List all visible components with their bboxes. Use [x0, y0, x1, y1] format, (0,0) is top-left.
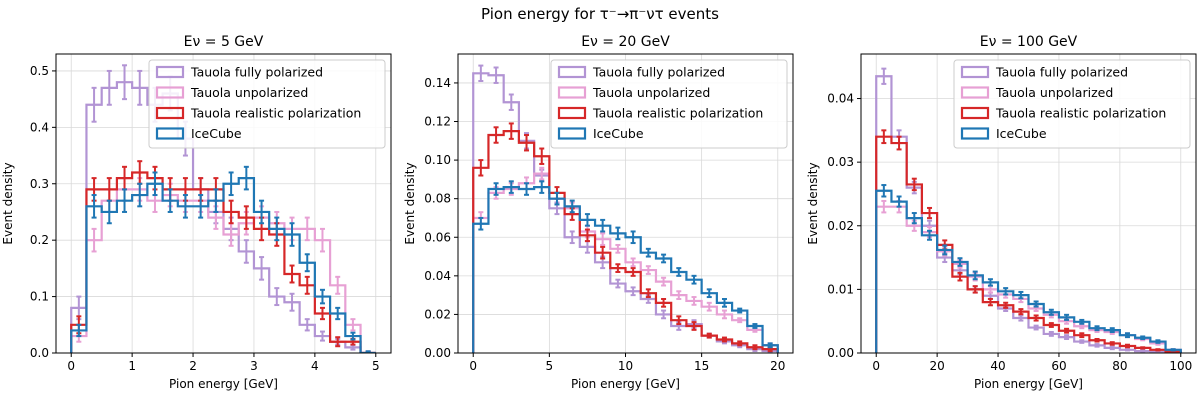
y-tick-label: 0.02	[827, 219, 854, 233]
subplot-title: Eν = 20 GeV	[581, 34, 670, 50]
error-bars-series-3	[881, 129, 1176, 353]
y-tick-label: 0.10	[424, 153, 451, 167]
error-bars-series-3	[478, 122, 773, 353]
x-tick-label: 10	[618, 359, 633, 373]
legend-label: IceCube	[191, 126, 242, 141]
y-axis-label: Event density	[1, 162, 15, 244]
legend-label: Tauola unpolarized	[995, 85, 1113, 100]
x-tick-label: 1	[128, 359, 136, 373]
x-tick-label: 60	[1051, 359, 1066, 373]
y-tick-label: 0.2	[30, 233, 49, 247]
y-tick-label: 0.06	[424, 230, 451, 244]
series-step-4	[472, 186, 779, 353]
plot-area	[472, 64, 779, 353]
legend: Tauola fully polarized Tauola unpolarized…	[953, 59, 1191, 149]
legend-label: Tauola realistic polarization	[995, 106, 1166, 121]
legend-label: Tauola unpolarized	[592, 85, 710, 100]
y-axis-label: Event density	[806, 162, 820, 244]
x-tick-label: 100	[1169, 359, 1192, 373]
axes-frame	[860, 53, 1197, 354]
x-axis-label: Pion energy [GeV]	[974, 377, 1083, 391]
legend-swatch	[155, 86, 185, 99]
legend-swatch	[557, 65, 587, 79]
error-bars-series-4	[76, 165, 371, 353]
x-tick-label: 5	[372, 359, 380, 373]
legend-swatch	[960, 86, 990, 99]
y-tick-label: 0.00	[424, 346, 451, 360]
x-tick-label: 15	[694, 359, 709, 373]
subplot-1: 0 1 2 3 4 5 0.0 0.1 0.2 0.3 0.4 0.5 Eν = 5 GeV Pion e…	[1, 34, 392, 391]
y-tick-label: 0.04	[424, 269, 451, 283]
x-tick-label: 5	[546, 359, 554, 373]
y-tick-label: 0.5	[30, 64, 49, 78]
legend-swatch	[557, 86, 587, 99]
x-tick-label: 0	[469, 359, 477, 373]
y-tick-label: 0.01	[827, 282, 854, 296]
legend-swatch	[960, 127, 990, 140]
y-tick-label: 0.08	[424, 192, 451, 206]
y-tick-label: 0.02	[424, 307, 451, 321]
x-tick-label: 3	[250, 359, 258, 373]
legend-swatch	[155, 127, 185, 140]
subplot-3: 0 20 40 60 80 100 0.00 0.01 0.02 0.03 0.04 Eν = 100…	[806, 34, 1197, 391]
legend-swatch	[155, 106, 185, 120]
figure-suptitle: Pion energy for τ⁻→π⁻ντ events	[481, 5, 719, 23]
y-axis-label: Event density	[403, 162, 417, 244]
axes-frame	[55, 53, 392, 354]
x-tick-label: 40	[990, 359, 1005, 373]
y-tick-label: 0.00	[827, 346, 854, 360]
y-tick-label: 0.04	[827, 92, 854, 106]
subplot-2: 0 5 10 15 20 0.00 0.02 0.04 0.06 0.08 0.10 0.12 0.14…	[403, 34, 794, 391]
legend-label: IceCube	[996, 126, 1047, 141]
x-tick-label: 80	[1112, 359, 1127, 373]
y-tick-label: 0.0	[30, 346, 49, 360]
subplot-title: Eν = 5 GeV	[184, 34, 264, 50]
legend-label: Tauola fully polarized	[190, 65, 323, 80]
x-axis-label: Pion energy [GeV]	[571, 377, 680, 391]
y-tick-label: 0.14	[424, 76, 451, 90]
legend-swatch	[960, 65, 990, 79]
x-tick-label: 2	[189, 359, 197, 373]
legend-swatch	[960, 106, 990, 120]
legend-box	[148, 59, 386, 149]
y-tick-label: 0.12	[424, 115, 451, 129]
series-step-2	[70, 188, 376, 353]
legend-box	[953, 59, 1191, 149]
y-tick-label: 0.03	[827, 155, 854, 169]
subplot-title: Eν = 100 GeV	[980, 34, 1078, 50]
x-tick-label: 4	[311, 359, 319, 373]
x-axis-label: Pion energy [GeV]	[169, 377, 278, 391]
legend-label: Tauola fully polarized	[592, 65, 725, 80]
x-tick-label: 20	[929, 359, 944, 373]
plot-area	[70, 64, 376, 353]
y-tick-label: 0.1	[30, 290, 49, 304]
y-tick-label: 0.4	[30, 120, 49, 134]
x-tick-label: 0	[67, 359, 75, 373]
error-bars-series-3	[76, 160, 371, 353]
x-tick-label: 0	[872, 359, 880, 373]
legend: Tauola fully polarized Tauola unpolarized…	[550, 59, 788, 149]
legend-label: Tauola realistic polarization	[190, 106, 361, 121]
legend-swatch	[155, 65, 185, 79]
legend-box	[550, 59, 788, 149]
legend: Tauola fully polarized Tauola unpolarized…	[148, 59, 386, 149]
x-tick-label: 20	[770, 359, 785, 373]
series-step-3	[472, 130, 779, 353]
error-bars-series-4	[881, 184, 1176, 352]
series-step-4	[875, 189, 1182, 353]
legend-swatch	[557, 106, 587, 120]
legend-label: IceCube	[593, 126, 644, 141]
legend-label: Tauola fully polarized	[995, 65, 1128, 80]
legend-label: Tauola realistic polarization	[592, 106, 763, 121]
legend-label: Tauola unpolarized	[190, 85, 308, 100]
plot-area	[875, 67, 1182, 353]
error-bars-series-4	[478, 180, 773, 349]
series-step-2	[472, 172, 779, 353]
y-tick-label: 0.3	[30, 177, 49, 191]
legend-swatch	[557, 127, 587, 140]
series-step-3	[875, 135, 1182, 353]
